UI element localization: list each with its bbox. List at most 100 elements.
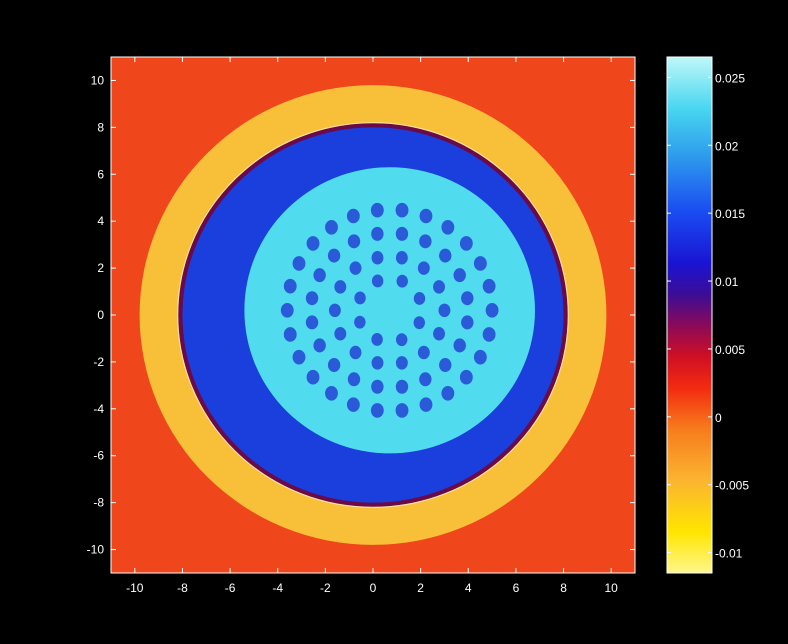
y-tick-label: 4 xyxy=(97,214,104,228)
inclusion-ring3-spot xyxy=(371,274,384,288)
plot-area xyxy=(111,57,635,573)
inclusion-ring2-spot xyxy=(349,345,362,360)
y-tick-label: 2 xyxy=(97,261,104,275)
inclusion-ring0-spot xyxy=(306,369,320,385)
inclusion-ring2-spot xyxy=(395,250,408,265)
inclusion-ring0-spot xyxy=(419,397,433,412)
inclusion-ring0-spot xyxy=(441,386,455,401)
colorbar-gradient xyxy=(666,56,713,574)
inclusion-ring0-spot xyxy=(306,236,320,251)
x-tick-label: -2 xyxy=(320,581,331,595)
inclusion-ring0-spot xyxy=(370,202,384,218)
inclusion-ring1-spot xyxy=(347,372,361,387)
inclusion-ring2-spot xyxy=(433,326,445,341)
y-tick-label: 0 xyxy=(97,308,104,322)
inclusion-ring2-spot xyxy=(417,261,430,275)
inclusion-ring1-spot xyxy=(327,358,341,373)
inclusion-ring2-spot xyxy=(371,250,384,265)
inclusion-ring0-spot xyxy=(370,403,384,418)
inclusion-ring0-spot xyxy=(325,386,338,401)
x-tick-label: 6 xyxy=(513,581,520,595)
inclusion-ring1-spot xyxy=(371,379,384,394)
inclusion-ring1-spot xyxy=(305,315,319,330)
inclusion-ring0-spot xyxy=(459,236,473,251)
x-tick-label: -10 xyxy=(126,581,144,595)
inclusion-ring0-spot xyxy=(419,208,433,224)
inclusion-ring3-spot xyxy=(371,332,383,346)
inclusion-ring2-spot xyxy=(438,303,451,318)
y-tick-label: 6 xyxy=(97,167,104,181)
inclusion-ring0-spot xyxy=(395,403,409,418)
inclusion-ring1-spot xyxy=(327,248,341,263)
colorbar-tick-label: -0.01 xyxy=(715,547,743,561)
inclusion-ring1-spot xyxy=(461,291,474,306)
inclusion-ring0-spot xyxy=(280,303,294,318)
y-tick-label: 10 xyxy=(91,73,105,87)
x-tick-label: -6 xyxy=(225,581,236,595)
inclusion-ring2-spot xyxy=(334,326,347,341)
inclusion-ring3-spot xyxy=(396,333,408,347)
inclusion-ring1-spot xyxy=(305,291,319,306)
inclusion-ring0-spot xyxy=(473,349,487,365)
y-tick-label: -4 xyxy=(93,402,104,416)
inclusion-ring1-spot xyxy=(419,234,432,249)
y-tick-label: 8 xyxy=(97,120,104,134)
x-tick-label: -8 xyxy=(177,581,188,595)
inclusion-ring0-spot xyxy=(346,397,360,412)
x-tick-label: 10 xyxy=(605,581,619,595)
inclusion-ring1-spot xyxy=(313,338,326,353)
inclusion-ring1-spot xyxy=(347,234,361,249)
inclusion-ring3-spot xyxy=(354,291,366,305)
inclusion-ring1-spot xyxy=(313,268,326,283)
inclusion-ring0-spot xyxy=(292,256,306,271)
colorbar-tick-label: -0.005 xyxy=(715,479,749,493)
inclusion-ring3-spot xyxy=(413,291,426,305)
x-tick-label: 4 xyxy=(465,581,472,595)
inclusion-ring0-spot xyxy=(325,220,338,235)
rim-edge-line xyxy=(177,122,569,508)
inclusion-ring2-spot xyxy=(328,303,341,318)
x-tick-label: -4 xyxy=(272,581,283,595)
colorbar-tick-label: 0.005 xyxy=(715,343,745,357)
inclusion-ring3-spot xyxy=(396,274,408,288)
colorbar-tick-label: 0 xyxy=(715,411,722,425)
colorbar-tick-label: 0.01 xyxy=(715,275,739,289)
inclusion-ring3-spot xyxy=(354,315,366,329)
colorbar-tick-label: 0.015 xyxy=(715,207,745,221)
inclusion-ring0-spot xyxy=(395,202,409,218)
inclusion-ring0-spot xyxy=(473,256,487,271)
inclusion-ring0-spot xyxy=(482,278,496,294)
inclusion-ring0-spot xyxy=(346,208,360,224)
inclusion-ring1-spot xyxy=(419,372,432,387)
inclusion-ring0-spot xyxy=(441,220,455,235)
inclusion-ring3-spot xyxy=(413,316,425,330)
x-tick-label: 2 xyxy=(417,581,424,595)
inclusion-ring0-spot xyxy=(283,327,297,342)
inclusion-ring1-spot xyxy=(395,379,409,394)
inclusion-ring2-spot xyxy=(334,280,347,294)
inclusion-ring1-spot xyxy=(395,226,409,241)
inclusion-ring1-spot xyxy=(453,268,466,283)
colorbar-tick-label: 0.025 xyxy=(715,71,745,85)
inclusion-ring2-spot xyxy=(349,261,362,275)
inclusion-ring1-spot xyxy=(371,226,384,241)
inclusion-ring0-spot xyxy=(292,349,306,365)
inclusion-ring0-spot xyxy=(482,327,496,342)
colorbar-tick-label: 0.02 xyxy=(715,139,739,153)
y-tick-label: -8 xyxy=(93,496,104,510)
inclusion-ring1-spot xyxy=(453,338,466,353)
y-tick-label: -2 xyxy=(93,355,104,369)
inclusion-ring1-spot xyxy=(461,315,474,330)
x-tick-label: 8 xyxy=(560,581,567,595)
y-tick-label: -10 xyxy=(87,543,105,557)
inclusion-ring1-spot xyxy=(439,358,452,373)
inclusion-ring0-spot xyxy=(283,278,297,294)
x-tick-label: 0 xyxy=(370,581,377,595)
y-axis: 10 8 6 4 2 0 -2 -4 -6 -8 -10 xyxy=(87,73,635,557)
x-axis: -10 -8 -6 -4 -2 0 2 4 6 8 10 xyxy=(126,57,618,595)
inclusion-ring2-spot xyxy=(395,356,408,370)
inclusion-ring1-spot xyxy=(439,248,452,263)
y-tick-label: -6 xyxy=(93,449,104,463)
